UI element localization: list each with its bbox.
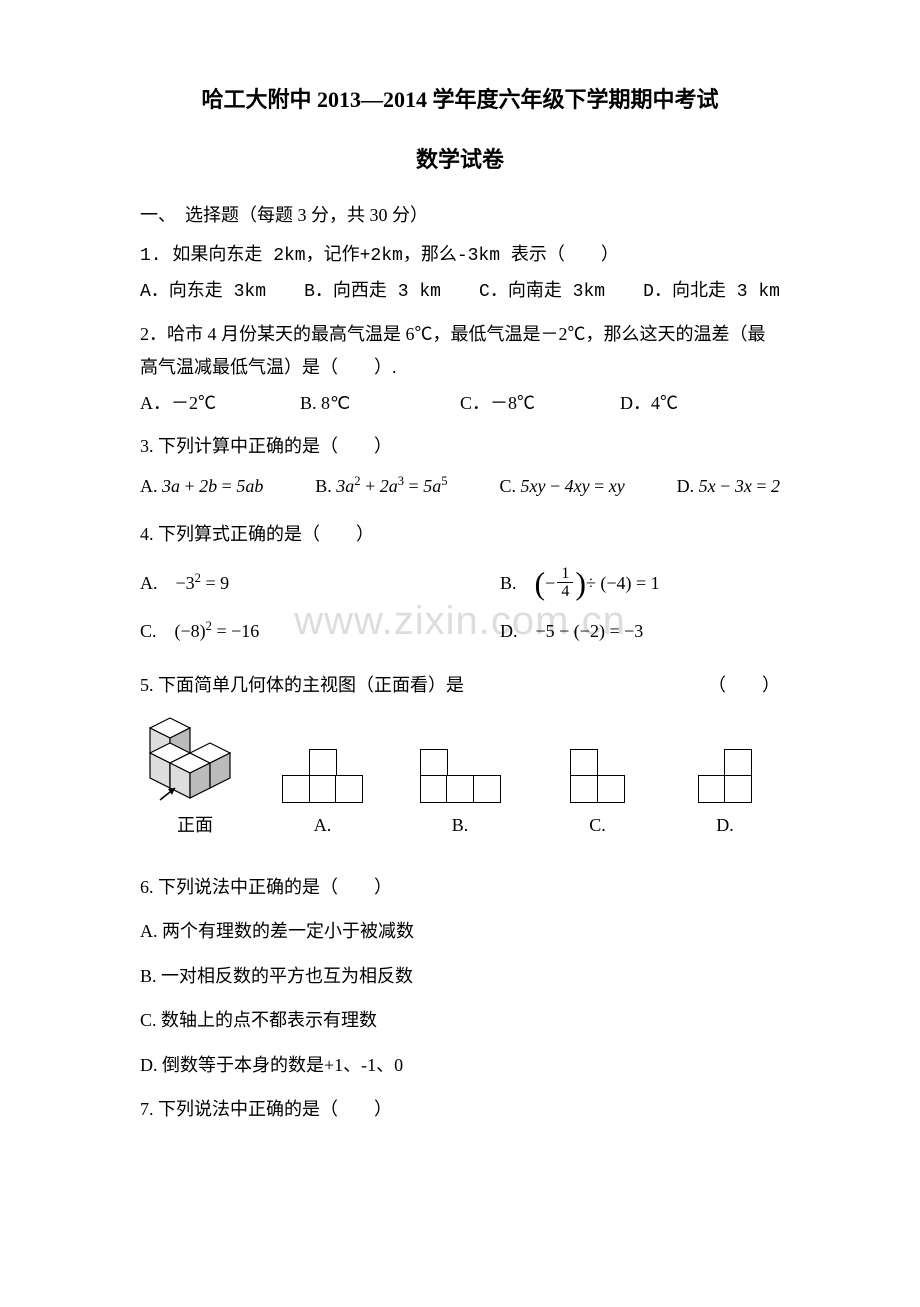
q4-opt-a: A. −32 = 9: [140, 565, 460, 601]
q1-opt-a: A．向东走 3km: [140, 276, 266, 308]
q6-opt-c: C. 数轴上的点不都表示有理数: [140, 1004, 780, 1036]
q3-opt-b: B. 3a2 + 2a3 = 5a5: [315, 470, 447, 502]
q5-figures: [140, 708, 780, 803]
q5-opt-a-label: A.: [258, 809, 388, 841]
q3-options: A. 3a + 2b = 5ab B. 3a2 + 2a3 = 5a5 C. 5…: [140, 470, 780, 502]
section-1-header: 一、 选择题（每题 3 分，共 30 分）: [140, 199, 780, 231]
q3-opt-a: A. 3a + 2b = 5ab: [140, 470, 263, 502]
q5-opt-a-shape: [258, 750, 388, 803]
q2-opt-d: D．4℃: [620, 387, 780, 419]
q5-blank: （ ）: [708, 669, 780, 701]
q6-text: 6. 下列说法中正确的是（ ）: [140, 871, 780, 903]
q5-front-label: 正面: [140, 809, 250, 841]
q1-opt-d: D．向北走 3 km: [643, 276, 780, 308]
title-main: 哈工大附中 2013—2014 学年度六年级下学期期中考试: [140, 80, 780, 120]
q5-opt-c-label: C.: [533, 809, 663, 841]
q1-text: 1. 如果向东走 2km，记作+2km，那么-3km 表示（ ）: [140, 240, 780, 272]
q5-labels: 正面 A. B. C. D.: [140, 809, 780, 841]
question-1: 1. 如果向东走 2km，记作+2km，那么-3km 表示（ ） A．向东走 3…: [140, 240, 780, 309]
question-4: 4. 下列算式正确的是（ ） A. −32 = 9 B. (−14) ÷ (−4…: [140, 518, 780, 661]
q4-opt-b: B. (−14) ÷ (−4) = 1: [460, 565, 780, 601]
question-5: 5. 下面简单几何体的主视图（正面看）是 （ ）: [140, 669, 780, 841]
q5-opt-d-label: D.: [670, 809, 780, 841]
q1-opt-c: C．向南走 3km: [479, 276, 605, 308]
q5-text-row: 5. 下面简单几何体的主视图（正面看）是 （ ）: [140, 669, 780, 701]
q5-solid: [140, 708, 250, 803]
document-content: 哈工大附中 2013—2014 学年度六年级下学期期中考试 数学试卷 一、 选择…: [140, 80, 780, 1125]
q2-options: A．－2℃ B. 8℃ C．－8℃ D．4℃: [140, 387, 780, 419]
q3-opt-c: C. 5xy − 4xy = xy: [499, 470, 624, 502]
q4-options: A. −32 = 9 B. (−14) ÷ (−4) = 1 C. (−8)2 …: [140, 565, 780, 662]
q5-opt-b-label: B.: [395, 809, 525, 841]
q6-opt-b: B. 一对相反数的平方也互为相反数: [140, 960, 780, 992]
q3-opt-d: D. 5x − 3x = 2: [677, 470, 780, 502]
q4-opt-c: C. (−8)2 = −16: [140, 615, 460, 647]
q7-text: 7. 下列说法中正确的是（ ）: [140, 1093, 780, 1125]
q5-opt-c-shape: [533, 750, 663, 803]
q2-opt-b: B. 8℃: [300, 387, 460, 419]
q2-opt-c: C．－8℃: [460, 387, 620, 419]
q1-options: A．向东走 3km B．向西走 3 km C．向南走 3km D．向北走 3 k…: [140, 276, 780, 308]
q6-opt-d: D. 倒数等于本身的数是+1、-1、0: [140, 1049, 780, 1081]
q2-opt-a: A．－2℃: [140, 387, 300, 419]
question-7: 7. 下列说法中正确的是（ ）: [140, 1093, 780, 1125]
q4-text: 4. 下列算式正确的是（ ）: [140, 518, 780, 550]
q5-opt-d-shape: [670, 750, 780, 803]
question-3: 3. 下列计算中正确的是（ ） A. 3a + 2b = 5ab B. 3a2 …: [140, 430, 780, 503]
q1-opt-b: B．向西走 3 km: [304, 276, 441, 308]
q5-text: 5. 下面简单几何体的主视图（正面看）是: [140, 669, 464, 701]
q4-opt-d: D. −5 − (−2) = −3: [460, 615, 780, 647]
question-6: 6. 下列说法中正确的是（ ） A. 两个有理数的差一定小于被减数 B. 一对相…: [140, 871, 780, 1081]
q6-opt-a: A. 两个有理数的差一定小于被减数: [140, 915, 780, 947]
title-sub: 数学试卷: [140, 140, 780, 180]
question-2: 2．哈市 4 月份某天的最高气温是 6℃，最低气温是－2℃，那么这天的温差（最高…: [140, 318, 780, 419]
q3-text: 3. 下列计算中正确的是（ ）: [140, 430, 780, 462]
q2-text: 2．哈市 4 月份某天的最高气温是 6℃，最低气温是－2℃，那么这天的温差（最高…: [140, 318, 780, 383]
q5-opt-b-shape: [395, 750, 525, 803]
